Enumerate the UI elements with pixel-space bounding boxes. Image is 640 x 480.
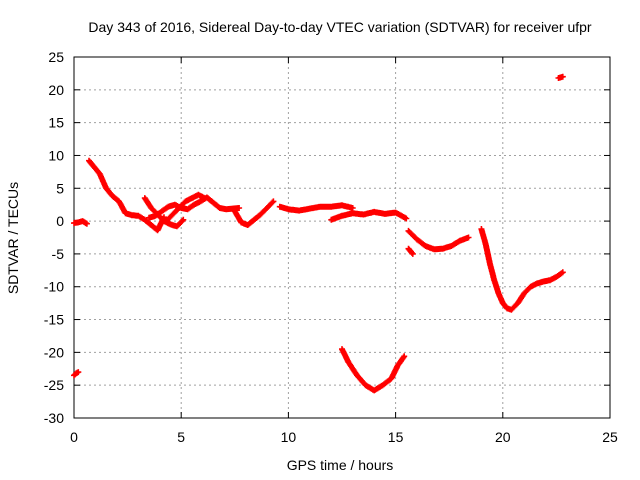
series-points <box>71 73 566 394</box>
x-tick-label: 0 <box>70 429 78 445</box>
chart-title: Day 343 of 2016, Sidereal Day-to-day VTE… <box>88 19 592 35</box>
y-tick-label: -10 <box>44 279 64 295</box>
data-series <box>71 73 566 394</box>
y-tick-label: -25 <box>44 377 64 393</box>
x-tick-label: 10 <box>281 429 297 445</box>
y-tick-label: 25 <box>48 49 64 65</box>
data-points <box>71 73 566 394</box>
y-tick-label: -30 <box>44 410 64 426</box>
x-tick-label: 5 <box>177 429 185 445</box>
x-tick-label: 25 <box>602 429 618 445</box>
y-tick-label: -15 <box>44 312 64 328</box>
y-tick-label: 15 <box>48 115 64 131</box>
x-axis-label: GPS time / hours <box>287 457 394 473</box>
x-tick-label: 20 <box>495 429 511 445</box>
y-tick-label: -5 <box>52 246 65 262</box>
y-tick-label: -20 <box>44 344 64 360</box>
y-tick-label: 20 <box>48 82 64 98</box>
axis-ticks: 0 5 10 15 20 25 -30 -25 -20 -15 -10 -5 0 5 10 15 20 25 <box>44 49 618 445</box>
y-tick-label: 10 <box>48 147 64 163</box>
x-tick-label: 15 <box>388 429 404 445</box>
y-tick-label: 5 <box>56 180 64 196</box>
y-tick-label: 0 <box>56 213 64 229</box>
grid <box>74 57 610 418</box>
y-axis-label: SDTVAR / TECUs <box>5 182 21 294</box>
plot-frame <box>73 56 611 419</box>
